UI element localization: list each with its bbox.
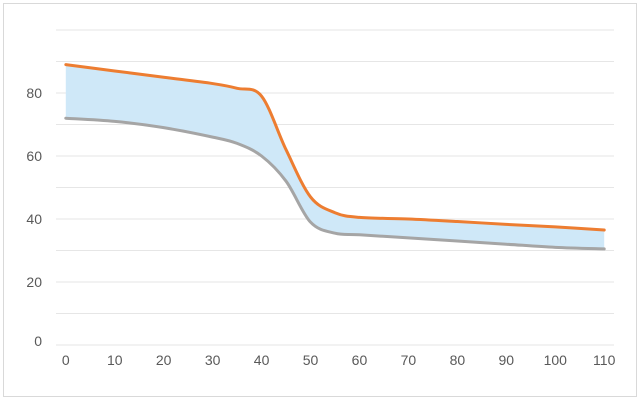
x-tick-label: 10 bbox=[107, 352, 123, 368]
x-tick-label: 40 bbox=[254, 352, 270, 368]
x-tick-label: 110 bbox=[593, 352, 616, 368]
x-tick-label: 80 bbox=[450, 352, 466, 368]
y-tick-label: 20 bbox=[26, 274, 42, 290]
x-tick-label: 90 bbox=[499, 352, 515, 368]
series-upper-line bbox=[64, 63, 606, 232]
y-tick-label: 60 bbox=[26, 148, 42, 164]
y-tick-label: 40 bbox=[26, 211, 42, 227]
x-tick-label: 0 bbox=[62, 352, 70, 368]
x-tick-label: 50 bbox=[303, 352, 319, 368]
x-tick-label: 70 bbox=[401, 352, 417, 368]
y-tick-label: 80 bbox=[26, 85, 42, 101]
x-tick-label: 20 bbox=[156, 352, 172, 368]
x-tick-label: 100 bbox=[544, 352, 568, 368]
band-fill bbox=[65, 64, 605, 249]
y-tick-labels: 0 20 40 60 80 bbox=[26, 85, 42, 349]
y-tick-label: 0 bbox=[34, 333, 42, 349]
series-lower-line bbox=[64, 116, 606, 251]
x-tick-labels: 0 10 20 30 40 50 60 70 80 90 100 110 bbox=[62, 352, 616, 368]
x-tick-label: 60 bbox=[352, 352, 368, 368]
x-tick-label: 30 bbox=[205, 352, 221, 368]
